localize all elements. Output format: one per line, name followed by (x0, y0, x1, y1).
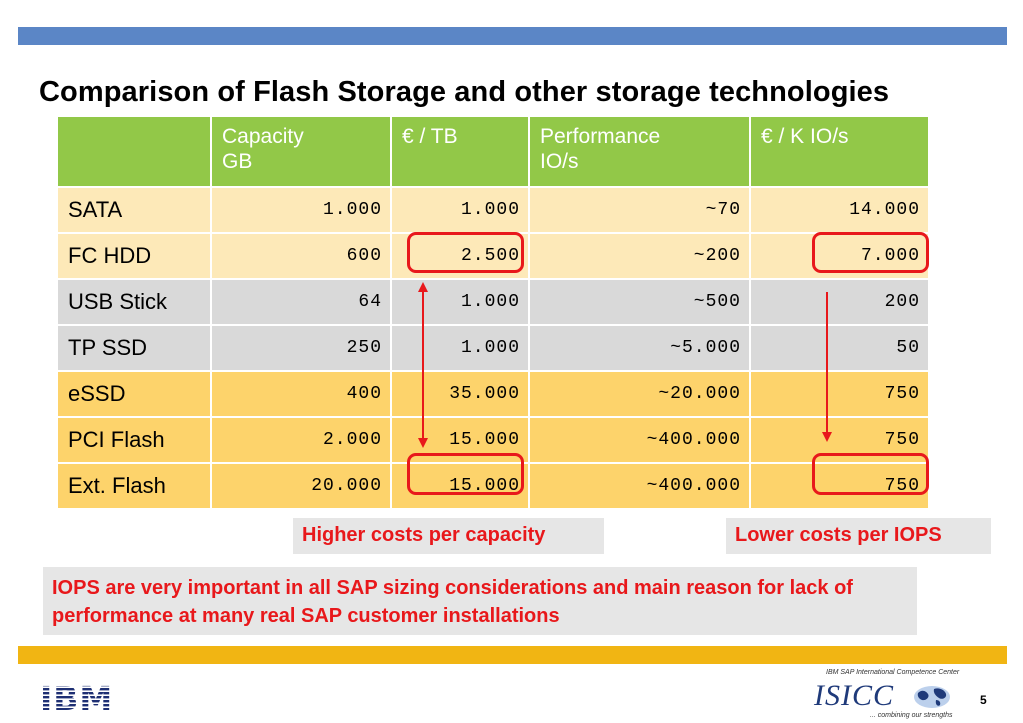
performance-cell: ~400.000 (528, 416, 751, 464)
header-cell-empty (56, 115, 212, 188)
capacity-cell: 20.000 (210, 462, 392, 510)
highlight-box-fc-hdd-eur-per-tb (407, 232, 524, 273)
arrow-eur-per-kios (822, 292, 832, 442)
capacity-cell: 2.000 (210, 416, 392, 464)
highlight-box-fc-hdd-eur-per-kios (812, 232, 929, 273)
eur-per-kios-cell: 200 (749, 278, 930, 326)
capacity-cell: 600 (210, 232, 392, 280)
eur-per-tb-cell: 35.000 (390, 370, 530, 418)
isicc-logo: IBM SAP International Competence Center … (812, 669, 960, 721)
globe-icon (914, 686, 950, 708)
eur-per-kios-cell: 750 (749, 370, 930, 418)
highlight-box-ext-flash-eur-per-kios (812, 453, 929, 495)
slide-title: Comparison of Flash Storage and other st… (39, 76, 890, 108)
performance-cell: ~400.000 (528, 462, 751, 510)
capacity-cell: 400 (210, 370, 392, 418)
eur-per-kios-cell: 50 (749, 324, 930, 372)
isicc-tagline-bottom: ... combining our strengths (870, 712, 953, 719)
row-label: eSSD (56, 370, 212, 418)
performance-cell: ~200 (528, 232, 751, 280)
iops-note: IOPS are very important in all SAP sizin… (43, 567, 917, 635)
higher-costs-callout: Higher costs per capacity (293, 518, 604, 554)
lower-costs-callout: Lower costs per IOPS (726, 518, 991, 554)
eur-per-tb-cell: 1.000 (390, 324, 530, 372)
performance-cell: ~5.000 (528, 324, 751, 372)
ibm-logo: IBM (40, 680, 113, 712)
header-cell-eur-per-kios: € / K IO/s (749, 115, 930, 188)
bottom-accent-bar (18, 646, 1007, 664)
isicc-wordmark: ISICC (814, 679, 894, 712)
performance-cell: ~500 (528, 278, 751, 326)
performance-cell: ~70 (528, 186, 751, 234)
capacity-cell: 250 (210, 324, 392, 372)
row-label: FC HDD (56, 232, 212, 280)
top-accent-bar (18, 27, 1007, 45)
isicc-tagline-top: IBM SAP International Competence Center (826, 669, 960, 676)
table-row: USB Stick 64 1.000 ~500 200 (56, 278, 930, 326)
row-label: Ext. Flash (56, 462, 212, 510)
performance-cell: ~20.000 (528, 370, 751, 418)
row-label: SATA (56, 186, 212, 234)
table-row: Ext. Flash 20.000 15.000 ~400.000 750 (56, 462, 930, 510)
svg-text:IBM: IBM (40, 680, 113, 712)
header-cell-performance: Performance IO/s (528, 115, 751, 188)
eur-per-kios-cell: 750 (749, 462, 930, 510)
capacity-cell: 1.000 (210, 186, 392, 234)
arrow-eur-per-tb (418, 282, 428, 448)
highlight-box-ext-flash-eur-per-tb (407, 453, 524, 495)
header-cell-eur-per-tb: € / TB (390, 115, 530, 188)
row-label: TP SSD (56, 324, 212, 372)
capacity-cell: 64 (210, 278, 392, 326)
row-label: USB Stick (56, 278, 212, 326)
page-number: 5 (980, 693, 987, 707)
eur-per-tb-cell: 1.000 (390, 278, 530, 326)
table-row: eSSD 400 35.000 ~20.000 750 (56, 370, 930, 418)
header-cell-capacity: Capacity GB (210, 115, 392, 188)
table-row: TP SSD 250 1.000 ~5.000 50 (56, 324, 930, 372)
eur-per-kios-cell: 14.000 (749, 186, 930, 234)
row-label: PCI Flash (56, 416, 212, 464)
table-header-row: Capacity GB € / TB Performance IO/s € / … (56, 115, 930, 188)
